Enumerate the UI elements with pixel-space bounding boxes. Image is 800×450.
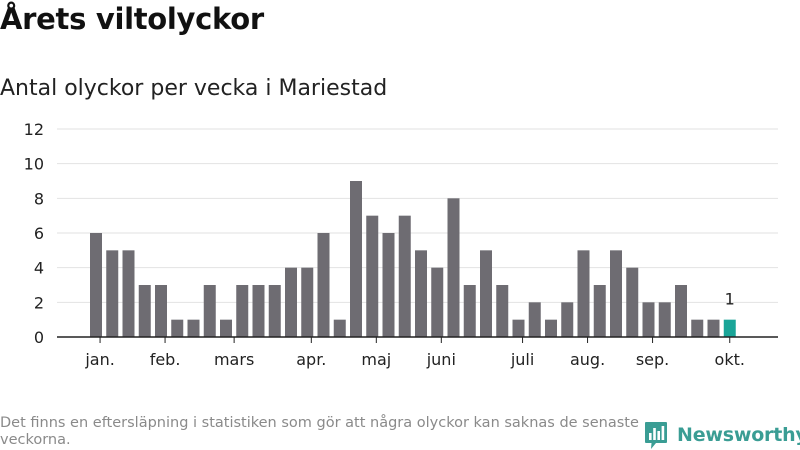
bar[interactable] xyxy=(463,285,476,337)
bar[interactable] xyxy=(658,302,671,337)
y-tick-label: 10 xyxy=(24,155,44,174)
bar[interactable] xyxy=(171,319,184,337)
bar[interactable] xyxy=(333,319,346,337)
bar[interactable] xyxy=(138,285,151,337)
x-tick-label: juli xyxy=(510,350,534,369)
brand-name: Newsworthy xyxy=(677,424,800,446)
bar[interactable] xyxy=(252,285,265,337)
bar[interactable] xyxy=(106,250,119,337)
newsworthy-logo-icon xyxy=(645,422,667,449)
brand[interactable]: Newsworthy xyxy=(644,420,800,450)
bar[interactable] xyxy=(268,285,281,337)
bar[interactable] xyxy=(691,319,704,337)
bar[interactable] xyxy=(642,302,655,337)
y-axis-ticks: 0 2 4 6 8 10 12 xyxy=(24,120,44,347)
y-tick-label: 2 xyxy=(34,293,44,312)
bar[interactable] xyxy=(431,267,444,337)
bar[interactable] xyxy=(610,250,622,337)
bar[interactable] xyxy=(561,302,574,337)
bar[interactable] xyxy=(382,233,395,337)
bar[interactable] xyxy=(626,267,639,337)
y-tick-label: 8 xyxy=(34,189,44,208)
bar[interactable] xyxy=(675,285,687,337)
chart-title: Årets viltolyckor xyxy=(0,2,264,36)
x-tick-label: juni xyxy=(426,350,456,369)
bar[interactable] xyxy=(350,181,362,337)
y-tick-label: 0 xyxy=(34,328,44,347)
chart-subtitle: Antal olyckor per vecka i Mariestad xyxy=(0,76,388,101)
bar[interactable] xyxy=(301,267,314,337)
bar[interactable] xyxy=(512,319,525,337)
bars: 1 xyxy=(90,181,736,337)
bar[interactable] xyxy=(447,198,460,337)
x-tick-label: maj xyxy=(361,350,391,369)
bar[interactable] xyxy=(317,233,330,337)
bar[interactable] xyxy=(415,250,427,337)
bar[interactable] xyxy=(122,250,135,337)
bar-highlight[interactable] xyxy=(723,319,736,337)
x-axis-ticks: jan. feb. mars apr. maj juni juli aug. sep. okt. xyxy=(84,337,745,369)
x-tick-label: apr. xyxy=(296,350,326,369)
y-tick-label: 6 xyxy=(34,224,44,243)
bar[interactable] xyxy=(220,319,232,337)
bar[interactable] xyxy=(528,302,541,337)
bar[interactable] xyxy=(285,267,297,337)
bar[interactable] xyxy=(577,250,590,337)
y-tick-label: 4 xyxy=(34,259,44,278)
y-tick-label: 12 xyxy=(24,120,44,139)
bar[interactable] xyxy=(593,285,606,337)
footnote: Det finns en eftersläpning i statistiken… xyxy=(0,415,639,448)
bar[interactable] xyxy=(90,233,102,337)
bar[interactable] xyxy=(398,215,411,337)
x-tick-label: jan. xyxy=(84,350,114,369)
bar[interactable] xyxy=(366,215,379,337)
x-tick-label: sep. xyxy=(636,350,669,369)
bar[interactable] xyxy=(545,319,557,337)
bar[interactable] xyxy=(155,285,167,337)
x-tick-label: mars xyxy=(214,350,254,369)
data-label: 1 xyxy=(725,290,735,309)
x-tick-label: feb. xyxy=(150,350,181,369)
bar[interactable] xyxy=(187,319,200,337)
bar[interactable] xyxy=(480,250,492,337)
x-tick-label: aug. xyxy=(570,350,605,369)
bar[interactable] xyxy=(236,285,249,337)
x-tick-label: okt. xyxy=(715,350,745,369)
bar[interactable] xyxy=(707,319,720,337)
bar[interactable] xyxy=(496,285,509,337)
bar[interactable] xyxy=(203,285,216,337)
